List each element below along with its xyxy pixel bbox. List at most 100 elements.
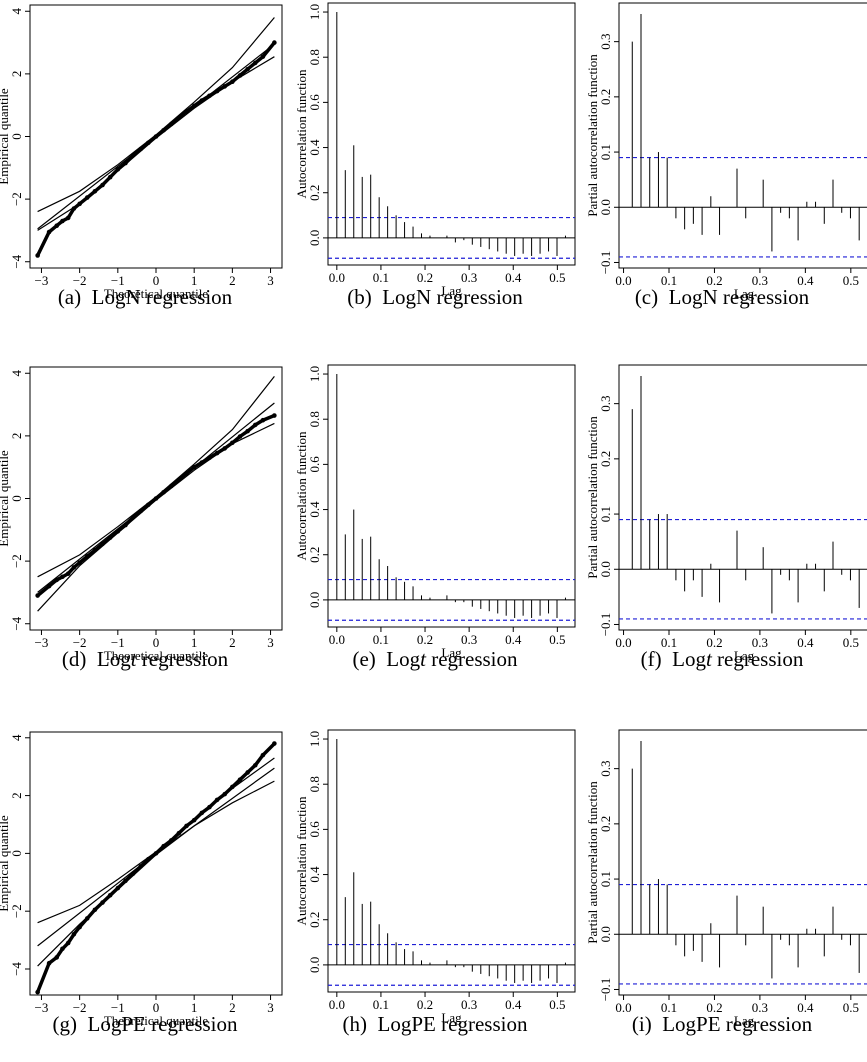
- x-tick-label: 0.2: [417, 997, 433, 1012]
- y-tick-label: −0.1: [598, 251, 613, 275]
- quantile-point: [92, 188, 98, 194]
- x-tick-label: 0.3: [752, 1000, 768, 1015]
- y-tick-label: 1.0: [307, 731, 322, 747]
- x-tick-label: 0: [153, 635, 160, 650]
- caption-model: LogPE: [662, 1012, 721, 1036]
- caption-suffix: regression: [722, 285, 810, 309]
- y-tick-label: 0.2: [598, 816, 613, 832]
- caption-letter: (c): [634, 285, 659, 309]
- quantile-point: [60, 218, 65, 224]
- caption-suffix: regression: [145, 285, 233, 309]
- panel-caption: (b) LogN regression: [290, 285, 580, 310]
- x-tick-label: −1: [111, 635, 125, 650]
- quantile-point: [138, 508, 144, 514]
- quantile-point: [252, 422, 258, 428]
- caption-model: LogN: [668, 285, 718, 309]
- caption-suffix: regression: [436, 285, 523, 309]
- panel-acf: 0.0 0.1 0.2 0.3 0.4 0.5 0.0 0.2 0.4 0.6 0.8 1.0 Lag A…: [290, 727, 580, 1062]
- x-tick-label: 0.5: [843, 273, 859, 288]
- x-tick-label: 0: [153, 273, 160, 288]
- x-tick-label: −2: [73, 635, 87, 650]
- y-tick-label: 4: [9, 734, 24, 741]
- quantile-point: [123, 878, 128, 884]
- y-tick-label: −0.1: [598, 613, 613, 637]
- y-tick-label: 0.0: [598, 199, 613, 215]
- x-tick-label: 0.2: [706, 635, 722, 650]
- quantile-point: [107, 535, 113, 540]
- panel-pacf: 0.0 0.1 0.2 0.3 0.4 0.5 −0.1 0.0 0.1 0.2 0.3 Lag Par…: [577, 362, 867, 697]
- quantile-point: [168, 121, 174, 127]
- x-tick-label: 2: [229, 1000, 236, 1015]
- quantile-point: [161, 843, 166, 849]
- quantile-point: [237, 777, 243, 782]
- chart-svg: −3 −2 −1 0 1 2 3 −4 −2 0 2 4 Theoretical quantile Emp…: [0, 731, 283, 1028]
- quantile-point: [115, 529, 121, 534]
- caption-model: Log: [96, 647, 131, 671]
- quantile-point: [107, 892, 113, 898]
- quantile-point: [222, 84, 228, 89]
- y-tick-label: 1.0: [307, 4, 322, 20]
- panel-caption: (e) Logt regression: [290, 647, 580, 672]
- x-tick-label: 0.3: [752, 635, 768, 650]
- panel-caption: (d) Logt regression: [0, 647, 290, 672]
- x-tick-label: 0.5: [549, 632, 565, 647]
- quantile-point: [184, 471, 189, 476]
- quantile-point: [245, 66, 250, 72]
- quantile-point: [84, 554, 90, 559]
- quantile-point: [46, 583, 52, 589]
- quantile-point: [168, 483, 174, 489]
- quantile-point: [161, 489, 166, 495]
- x-tick-label: 0.3: [461, 997, 477, 1012]
- quantile-point: [54, 223, 60, 229]
- x-tick-label: 3: [267, 273, 274, 288]
- x-tick-label: 0.2: [706, 1000, 722, 1015]
- y-tick-label: 4: [9, 370, 24, 377]
- quantile-point: [168, 838, 174, 843]
- x-tick-label: 0.2: [417, 270, 433, 285]
- y-tick-label: 0.0: [307, 230, 322, 246]
- x-axis-label: Lag: [441, 283, 462, 298]
- x-tick-label: 0.3: [461, 632, 477, 647]
- y-tick-label: 0.0: [307, 592, 322, 608]
- y-axis-label: Empirical quantile: [0, 88, 11, 185]
- panel-pacf: 0.0 0.1 0.2 0.3 0.4 0.5 −0.1 0.0 0.1 0.2 0.3 Lag Par…: [577, 0, 867, 335]
- envelope-upper-line: [37, 17, 275, 213]
- panel-qq: −3 −2 −1 0 1 2 3 −4 −2 0 2 4 Theoretical quantile Emp…: [0, 0, 290, 335]
- quantile-point: [115, 885, 121, 891]
- x-axis-label: Theoretical quantile: [104, 648, 209, 663]
- y-axis-label: Autocorrelation function: [294, 796, 309, 925]
- quantile-point: [146, 140, 151, 146]
- quantile-point: [92, 547, 98, 553]
- y-tick-label: −0.1: [598, 978, 613, 1002]
- y-tick-label: 0.3: [598, 761, 613, 777]
- y-tick-label: −2: [9, 192, 24, 206]
- quantile-point: [130, 152, 136, 158]
- panel-qq: −3 −2 −1 0 1 2 3 −4 −2 0 2 4 Theoretical quantile Emp…: [0, 727, 290, 1062]
- plot-frame: [327, 729, 576, 993]
- quantile-point: [260, 54, 266, 59]
- quantile-point: [35, 989, 40, 995]
- quantile-point: [222, 446, 228, 451]
- y-tick-label: 2: [9, 433, 24, 440]
- quantile-point: [207, 455, 212, 461]
- quantile-point: [272, 741, 277, 746]
- quantile-point: [35, 253, 40, 258]
- quantile-point: [65, 215, 71, 221]
- y-tick-label: 0.4: [307, 501, 322, 518]
- y-tick-label: 0: [9, 850, 24, 857]
- quantile-point: [65, 940, 71, 946]
- quantile-point: [260, 417, 266, 423]
- quantile-point: [54, 577, 60, 583]
- y-tick-label: 0: [9, 133, 24, 140]
- y-tick-label: 0.6: [307, 456, 322, 473]
- y-axis-label: Autocorrelation function: [294, 431, 309, 560]
- y-tick-label: 0.4: [307, 139, 322, 156]
- quantile-point: [214, 797, 220, 803]
- x-tick-label: 1: [191, 635, 198, 650]
- x-tick-label: −3: [35, 635, 49, 650]
- caption-letter: (i): [631, 1012, 652, 1036]
- y-tick-label: 0.0: [307, 957, 322, 973]
- y-tick-label: 0.1: [598, 871, 613, 887]
- y-tick-label: 0.0: [598, 926, 613, 942]
